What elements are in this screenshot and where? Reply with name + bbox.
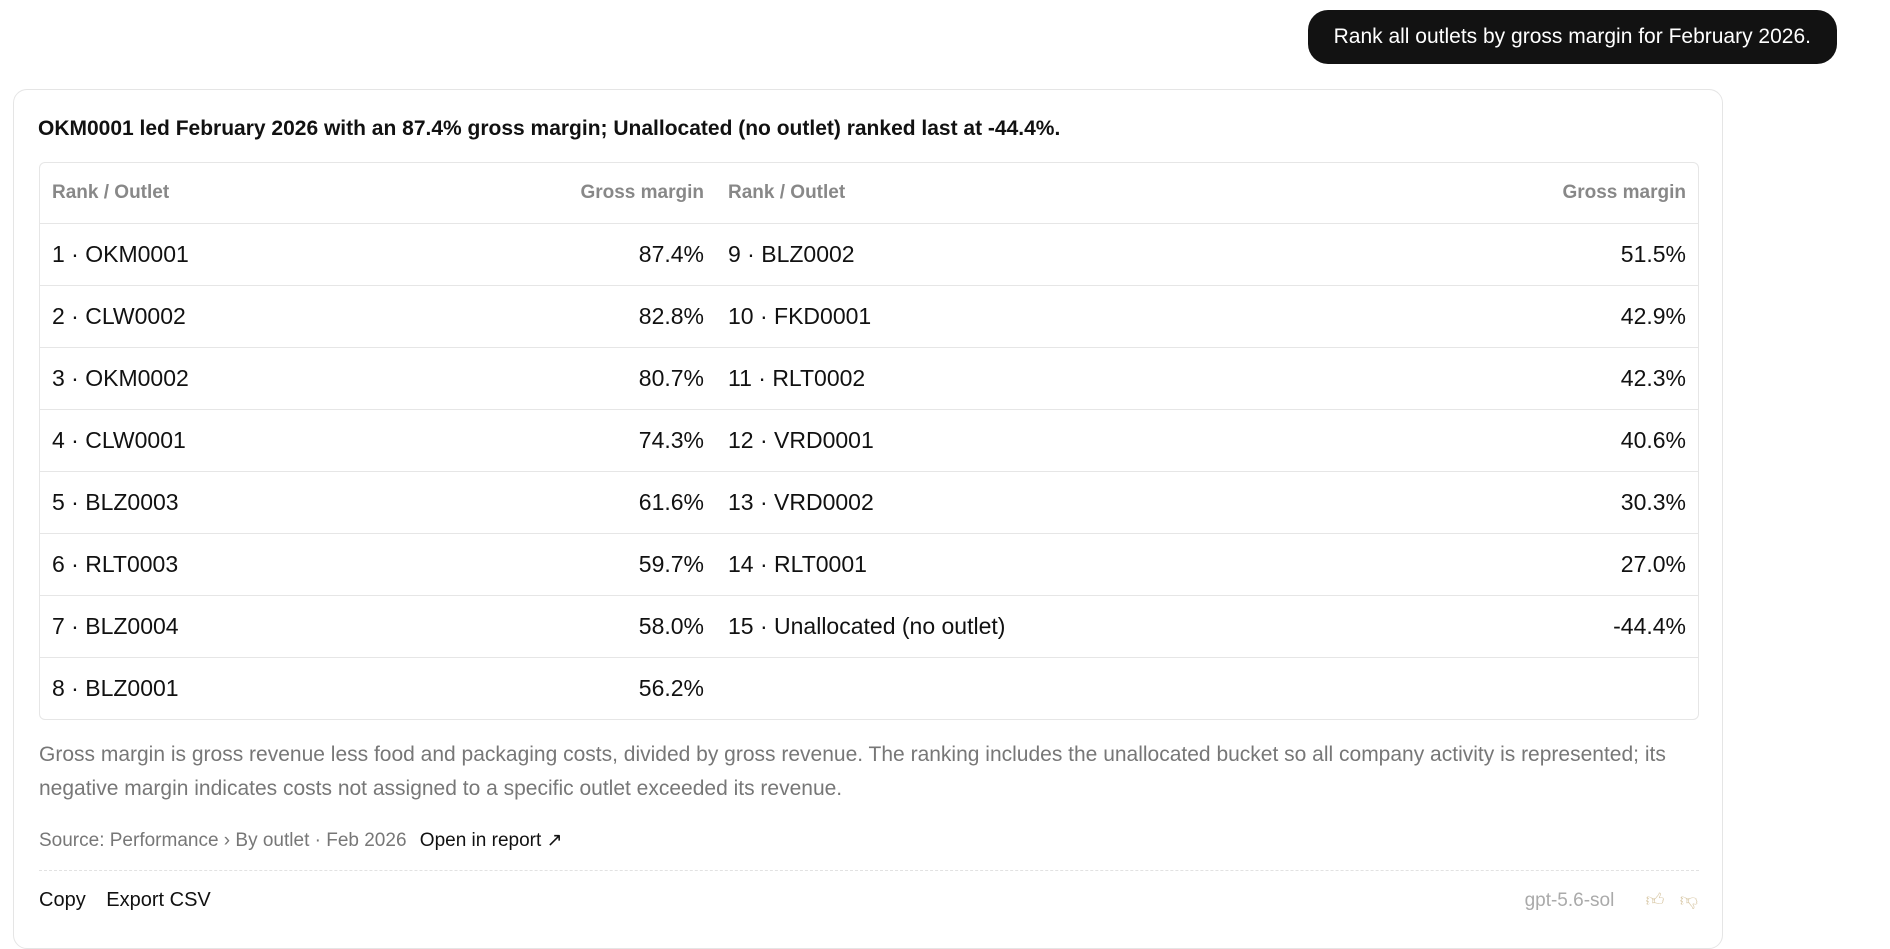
user-message-bubble: Rank all outlets by gross margin for Feb… — [1307, 10, 1837, 64]
margin-explanation: Gross margin is gross revenue less food … — [39, 743, 1666, 800]
table-row: 1 · OKM0001 87.4% 9 · BLZ0002 51.5% — [40, 224, 1698, 286]
outlet-cell: 8 · BLZ0001 — [52, 675, 179, 701]
margin-cell: 82.8% — [340, 286, 716, 348]
margin-cell: 42.9% — [1006, 286, 1698, 348]
margin-cell: 74.3% — [340, 410, 716, 472]
outlet-cell: 9 · BLZ0002 — [716, 224, 1006, 286]
table-row: 5 · BLZ0003 61.6% 13 · VRD0002 30.3% — [40, 472, 1698, 534]
table-row: 8 · BLZ0001 56.2% — [40, 658, 1698, 719]
message-meta: gpt-5.6-sol 👍︎ 👎︎ — [1525, 885, 1698, 915]
margin-cell: 56.2% — [638, 675, 704, 701]
outlet-cell: 13 · VRD0002 — [716, 472, 1006, 534]
outlet-cell: 4 · CLW0001 — [40, 410, 340, 472]
source-text: Source: Performance › By outlet · Feb 20… — [39, 830, 407, 851]
model-name: gpt-5.6-sol — [1524, 890, 1615, 911]
margin-cell: 87.4% — [340, 224, 716, 286]
header-rank-outlet: Rank / Outlet — [40, 163, 340, 224]
table-row: 3 · OKM0002 80.7% 11 · RLT0002 42.3% — [40, 348, 1698, 410]
message-actions: Copy Export CSV — [39, 885, 211, 915]
margin-cell: 42.3% — [1006, 348, 1698, 410]
assistant-answer-card: OKM0001 led February 2026 with an 87.4% … — [13, 89, 1723, 949]
header-gross-margin: Gross margin — [1006, 163, 1698, 224]
copy-button[interactable]: Copy — [39, 889, 86, 911]
outlet-cell: 6 · RLT0003 — [40, 534, 340, 596]
thumbs-down-icon[interactable]: 👎︎ — [1679, 890, 1698, 910]
table-row: 4 · CLW0001 74.3% 12 · VRD0001 40.6% — [40, 410, 1698, 472]
header-rank-outlet: Rank / Outlet — [716, 163, 1006, 224]
outlet-cell: 2 · CLW0002 — [40, 286, 340, 348]
outlet-cell: 14 · RLT0001 — [716, 534, 1006, 596]
outlet-cell: 11 · RLT0002 — [716, 348, 1006, 410]
outlet-cell: 10 · FKD0001 — [716, 286, 1006, 348]
margin-cell: -44.4% — [1006, 596, 1698, 658]
table-row: 6 · RLT0003 59.7% 14 · RLT0001 27.0% — [40, 534, 1698, 596]
margin-cell: 61.6% — [340, 472, 716, 534]
margin-cell: 27.0% — [1006, 534, 1698, 596]
margin-cell — [1006, 658, 1698, 719]
header-gross-margin: Gross margin — [340, 163, 716, 224]
outlet-cell: 3 · OKM0002 — [40, 348, 340, 410]
answer-headline: OKM0001 led February 2026 with an 87.4% … — [38, 117, 1061, 140]
margin-cell: 80.7% — [340, 348, 716, 410]
margin-cell: 59.7% — [340, 534, 716, 596]
table-row: 7 · BLZ0004 58.0% 15 · Unallocated (no o… — [40, 596, 1698, 658]
margin-cell: 58.0% — [340, 596, 716, 658]
gross-margin-ranking-table: Rank / Outlet Gross margin Rank / Outlet… — [39, 162, 1699, 720]
export-csv-button[interactable]: Export CSV — [106, 889, 211, 911]
outlet-cell: 1 · OKM0001 — [40, 224, 340, 286]
table-row: 2 · CLW0002 82.8% 10 · FKD0001 42.9% — [40, 286, 1698, 348]
margin-cell: 30.3% — [1006, 472, 1698, 534]
open-in-report-link[interactable]: Open in report ↗ — [419, 830, 563, 851]
outlet-cell: 15 · Unallocated (no outlet) — [716, 596, 1006, 658]
table-header-row: Rank / Outlet Gross margin Rank / Outlet… — [40, 163, 1698, 224]
actions-divider — [39, 870, 1699, 871]
outlet-cell: 5 · BLZ0003 — [40, 472, 340, 534]
source-line: Source: Performance › By outlet · Feb 20… — [39, 826, 562, 856]
outlet-cell — [716, 658, 1006, 719]
outlet-cell: 7 · BLZ0004 — [40, 596, 340, 658]
margin-cell: 51.5% — [1006, 224, 1698, 286]
margin-cell: 40.6% — [1006, 410, 1698, 472]
thumbs-up-icon[interactable]: 👍︎ — [1645, 890, 1665, 910]
outlet-cell: 12 · VRD0001 — [716, 410, 1006, 472]
